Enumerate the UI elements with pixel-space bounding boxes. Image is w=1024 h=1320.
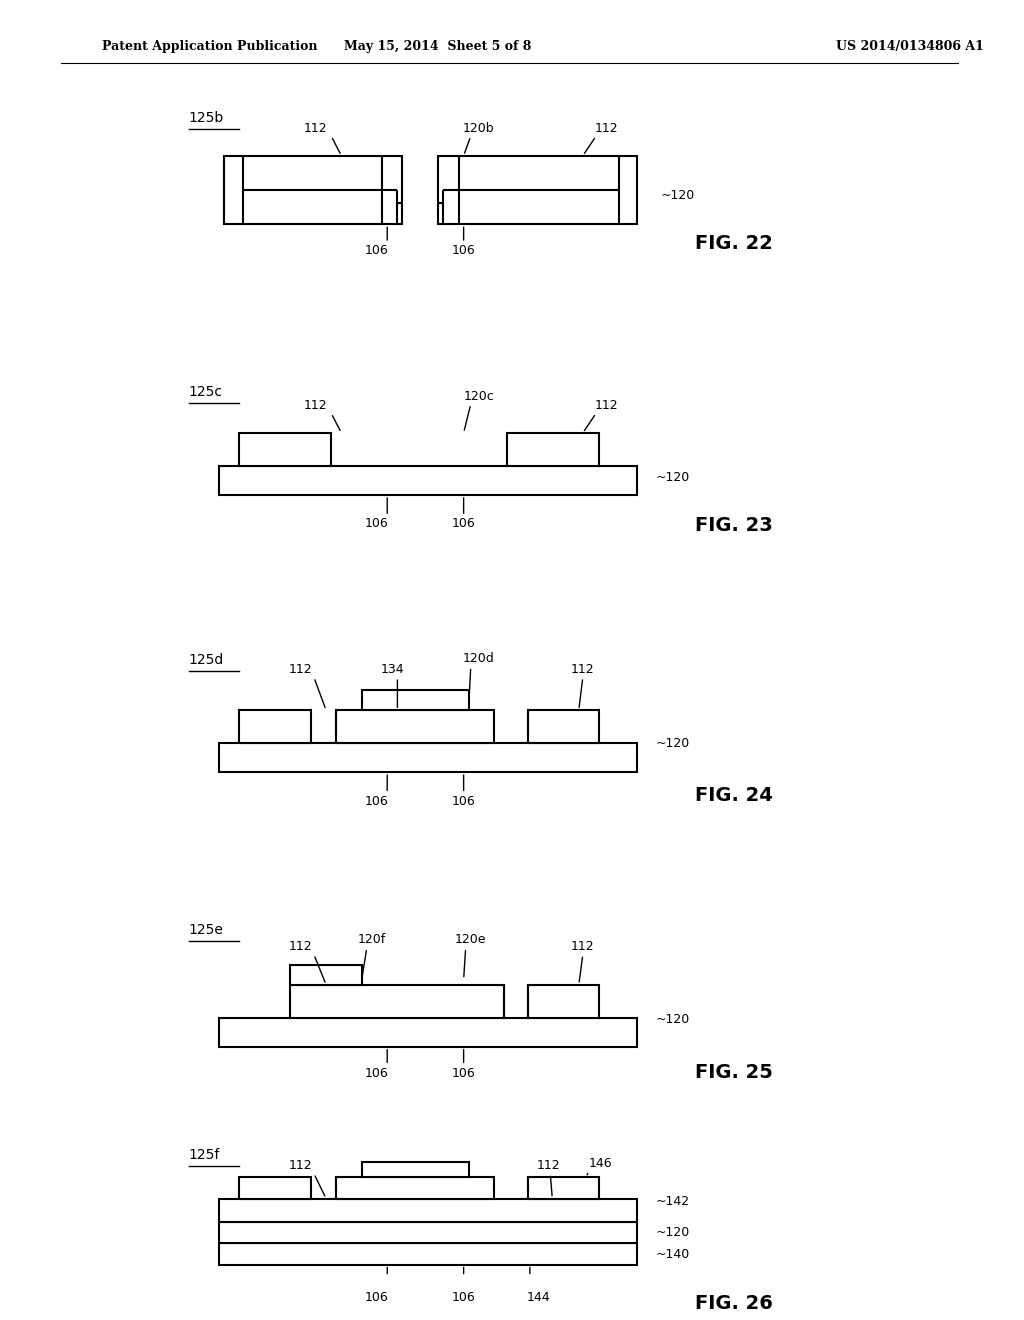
Text: 112: 112 — [289, 940, 312, 953]
Text: 106: 106 — [452, 1291, 475, 1304]
Text: 146: 146 — [589, 1156, 612, 1170]
Text: 112: 112 — [595, 399, 618, 412]
Text: 120b: 120b — [463, 121, 495, 135]
Bar — [219, 466, 637, 495]
Text: 106: 106 — [452, 1067, 475, 1080]
Text: ~140: ~140 — [655, 1247, 689, 1261]
Bar — [361, 690, 469, 710]
Bar — [240, 433, 331, 466]
Text: FIG. 26: FIG. 26 — [694, 1295, 772, 1313]
Bar — [219, 1222, 637, 1243]
Text: 120d: 120d — [463, 652, 495, 665]
Text: 106: 106 — [366, 795, 389, 808]
Bar — [291, 985, 505, 1018]
Bar — [219, 1199, 637, 1222]
Text: ~120: ~120 — [655, 471, 689, 484]
Text: 106: 106 — [452, 244, 475, 257]
Text: 125c: 125c — [188, 384, 222, 399]
Bar — [291, 965, 361, 985]
Text: 120e: 120e — [455, 933, 486, 946]
Text: 134: 134 — [381, 663, 404, 676]
Text: 112: 112 — [304, 399, 328, 412]
Text: 112: 112 — [289, 663, 312, 676]
Text: 125f: 125f — [188, 1147, 220, 1162]
Text: 106: 106 — [366, 1291, 389, 1304]
Text: 112: 112 — [595, 121, 618, 135]
Bar — [527, 1177, 599, 1199]
Text: 125d: 125d — [188, 652, 224, 667]
Bar — [219, 1243, 637, 1265]
Text: 120f: 120f — [357, 933, 386, 946]
Text: 125e: 125e — [188, 923, 223, 937]
Bar — [438, 156, 637, 224]
Text: ~120: ~120 — [655, 737, 689, 750]
Text: 106: 106 — [452, 517, 475, 531]
Text: 106: 106 — [452, 795, 475, 808]
Bar — [336, 710, 495, 743]
Bar — [240, 1177, 311, 1199]
Text: FIG. 23: FIG. 23 — [695, 516, 772, 535]
Bar — [527, 985, 599, 1018]
Text: 106: 106 — [366, 244, 389, 257]
Text: 106: 106 — [366, 1067, 389, 1080]
Bar — [508, 433, 599, 466]
Text: 112: 112 — [571, 940, 595, 953]
Text: ~142: ~142 — [655, 1195, 689, 1208]
Text: 125b: 125b — [188, 111, 224, 125]
Text: Patent Application Publication: Patent Application Publication — [102, 40, 317, 53]
Text: ~120: ~120 — [660, 189, 694, 202]
Text: ~120: ~120 — [655, 1012, 689, 1026]
Text: 112: 112 — [571, 663, 595, 676]
Text: 144: 144 — [526, 1291, 550, 1304]
Text: FIG. 22: FIG. 22 — [694, 235, 772, 253]
Bar — [240, 710, 311, 743]
Text: 106: 106 — [366, 517, 389, 531]
Text: 112: 112 — [304, 121, 328, 135]
Text: ~120: ~120 — [655, 1226, 689, 1239]
Bar — [336, 1177, 495, 1199]
Text: May 15, 2014  Sheet 5 of 8: May 15, 2014 Sheet 5 of 8 — [344, 40, 531, 53]
Bar — [219, 1018, 637, 1047]
Bar — [219, 743, 637, 772]
Text: 112: 112 — [289, 1159, 312, 1172]
Bar — [361, 1162, 469, 1177]
Bar — [224, 156, 402, 224]
Text: FIG. 24: FIG. 24 — [694, 787, 772, 805]
Bar — [527, 710, 599, 743]
Text: 120c: 120c — [464, 389, 495, 403]
Text: 112: 112 — [537, 1159, 560, 1172]
Text: FIG. 25: FIG. 25 — [694, 1064, 772, 1082]
Text: US 2014/0134806 A1: US 2014/0134806 A1 — [836, 40, 983, 53]
